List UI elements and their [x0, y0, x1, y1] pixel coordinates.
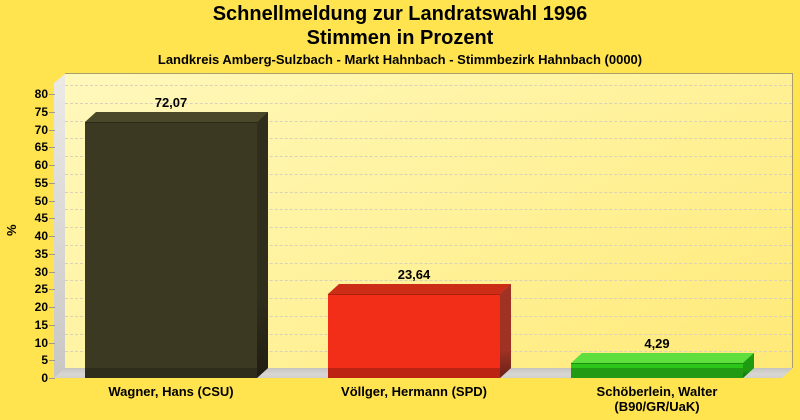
gridline	[65, 85, 792, 86]
y-tick-label: 10	[34, 335, 48, 350]
bar-top-face	[571, 353, 754, 363]
gridline	[65, 191, 792, 193]
y-tick-label: 0	[41, 371, 48, 385]
bar-top-face	[328, 284, 511, 294]
y-tick-mark	[49, 324, 55, 326]
y-tick-mark	[49, 182, 55, 184]
bar-floor-shadow	[571, 368, 743, 378]
gridline	[65, 262, 792, 264]
y-tick-label: 15	[34, 317, 48, 332]
gridline	[65, 209, 792, 211]
bar-top-face	[85, 112, 268, 122]
gridline	[65, 280, 792, 282]
page-title-line1: Schnellmeldung zur Landratswahl 1996	[212, 3, 588, 25]
bar-value-label: 72,07	[154, 95, 188, 110]
bar-value-label: 4,29	[644, 336, 670, 351]
gridline	[65, 120, 792, 122]
y-tick-mark	[49, 289, 55, 291]
y-tick-label: 35	[34, 246, 48, 261]
bar-right-face	[257, 112, 268, 378]
y-tick-label: 25	[34, 282, 48, 297]
y-tick-label: 5	[41, 353, 48, 368]
y-tick-mark	[49, 111, 55, 113]
y-tick-label: 20	[34, 300, 48, 314]
y-tick-label: 50	[34, 193, 48, 208]
chart-subtitle: Landkreis Amberg-Sulzbach - Markt Hahnba…	[157, 52, 643, 67]
gridline	[65, 138, 792, 140]
y-tick-mark	[49, 253, 55, 255]
y-tick-label: 55	[34, 175, 48, 190]
x-category-label-line: (B90/GR/UaK)	[614, 399, 700, 414]
y-tick-mark	[49, 147, 55, 149]
bar-right-face	[743, 353, 754, 378]
y-tick-mark	[49, 271, 55, 273]
y-tick-mark	[49, 94, 55, 95]
plot-left-wall	[54, 73, 66, 378]
x-category-label-line: Völlger, Hermann (SPD)	[341, 384, 487, 399]
bar-floor-shadow	[85, 368, 257, 378]
x-category-label: Wagner, Hans (CSU)	[41, 384, 301, 399]
y-tick-label: 65	[34, 140, 48, 155]
y-tick-mark	[49, 129, 55, 131]
bar-floor-shadow	[328, 368, 500, 378]
y-tick-label: 45	[34, 211, 48, 226]
bar-front-face	[85, 122, 257, 378]
y-tick-mark	[49, 218, 55, 220]
y-tick-label: 30	[34, 264, 48, 279]
y-tick-mark	[49, 342, 55, 344]
y-tick-label: 70	[34, 122, 48, 137]
gridline	[65, 227, 792, 228]
y-tick-mark	[49, 165, 55, 166]
gridline	[65, 244, 792, 246]
x-category-label: Schöberlein, Walter (B90/GR/UaK)	[527, 384, 787, 414]
gridline	[65, 156, 792, 157]
bar-right-face	[500, 284, 511, 378]
bar-front-face	[571, 363, 743, 378]
page-title-line2: Stimmen in Prozent	[306, 27, 494, 49]
y-tick-mark	[49, 378, 55, 379]
y-tick-label: 60	[34, 158, 48, 172]
y-tick-mark	[49, 307, 55, 308]
y-tick-mark	[49, 360, 55, 362]
x-category-label: Völlger, Hermann (SPD)	[284, 384, 544, 399]
bar-value-label: 23,64	[397, 267, 431, 282]
y-tick-mark	[49, 236, 55, 237]
y-tick-label: 80	[34, 87, 48, 101]
x-category-label-line: Schöberlein, Walter	[596, 384, 718, 399]
y-tick-mark	[49, 200, 55, 202]
gridline	[65, 102, 792, 104]
y-tick-label: 40	[34, 229, 48, 243]
y-tick-label: 75	[34, 104, 48, 119]
gridline	[65, 173, 792, 175]
x-category-label-line: Wagner, Hans (CSU)	[108, 384, 234, 399]
bar-front-face	[328, 294, 500, 378]
